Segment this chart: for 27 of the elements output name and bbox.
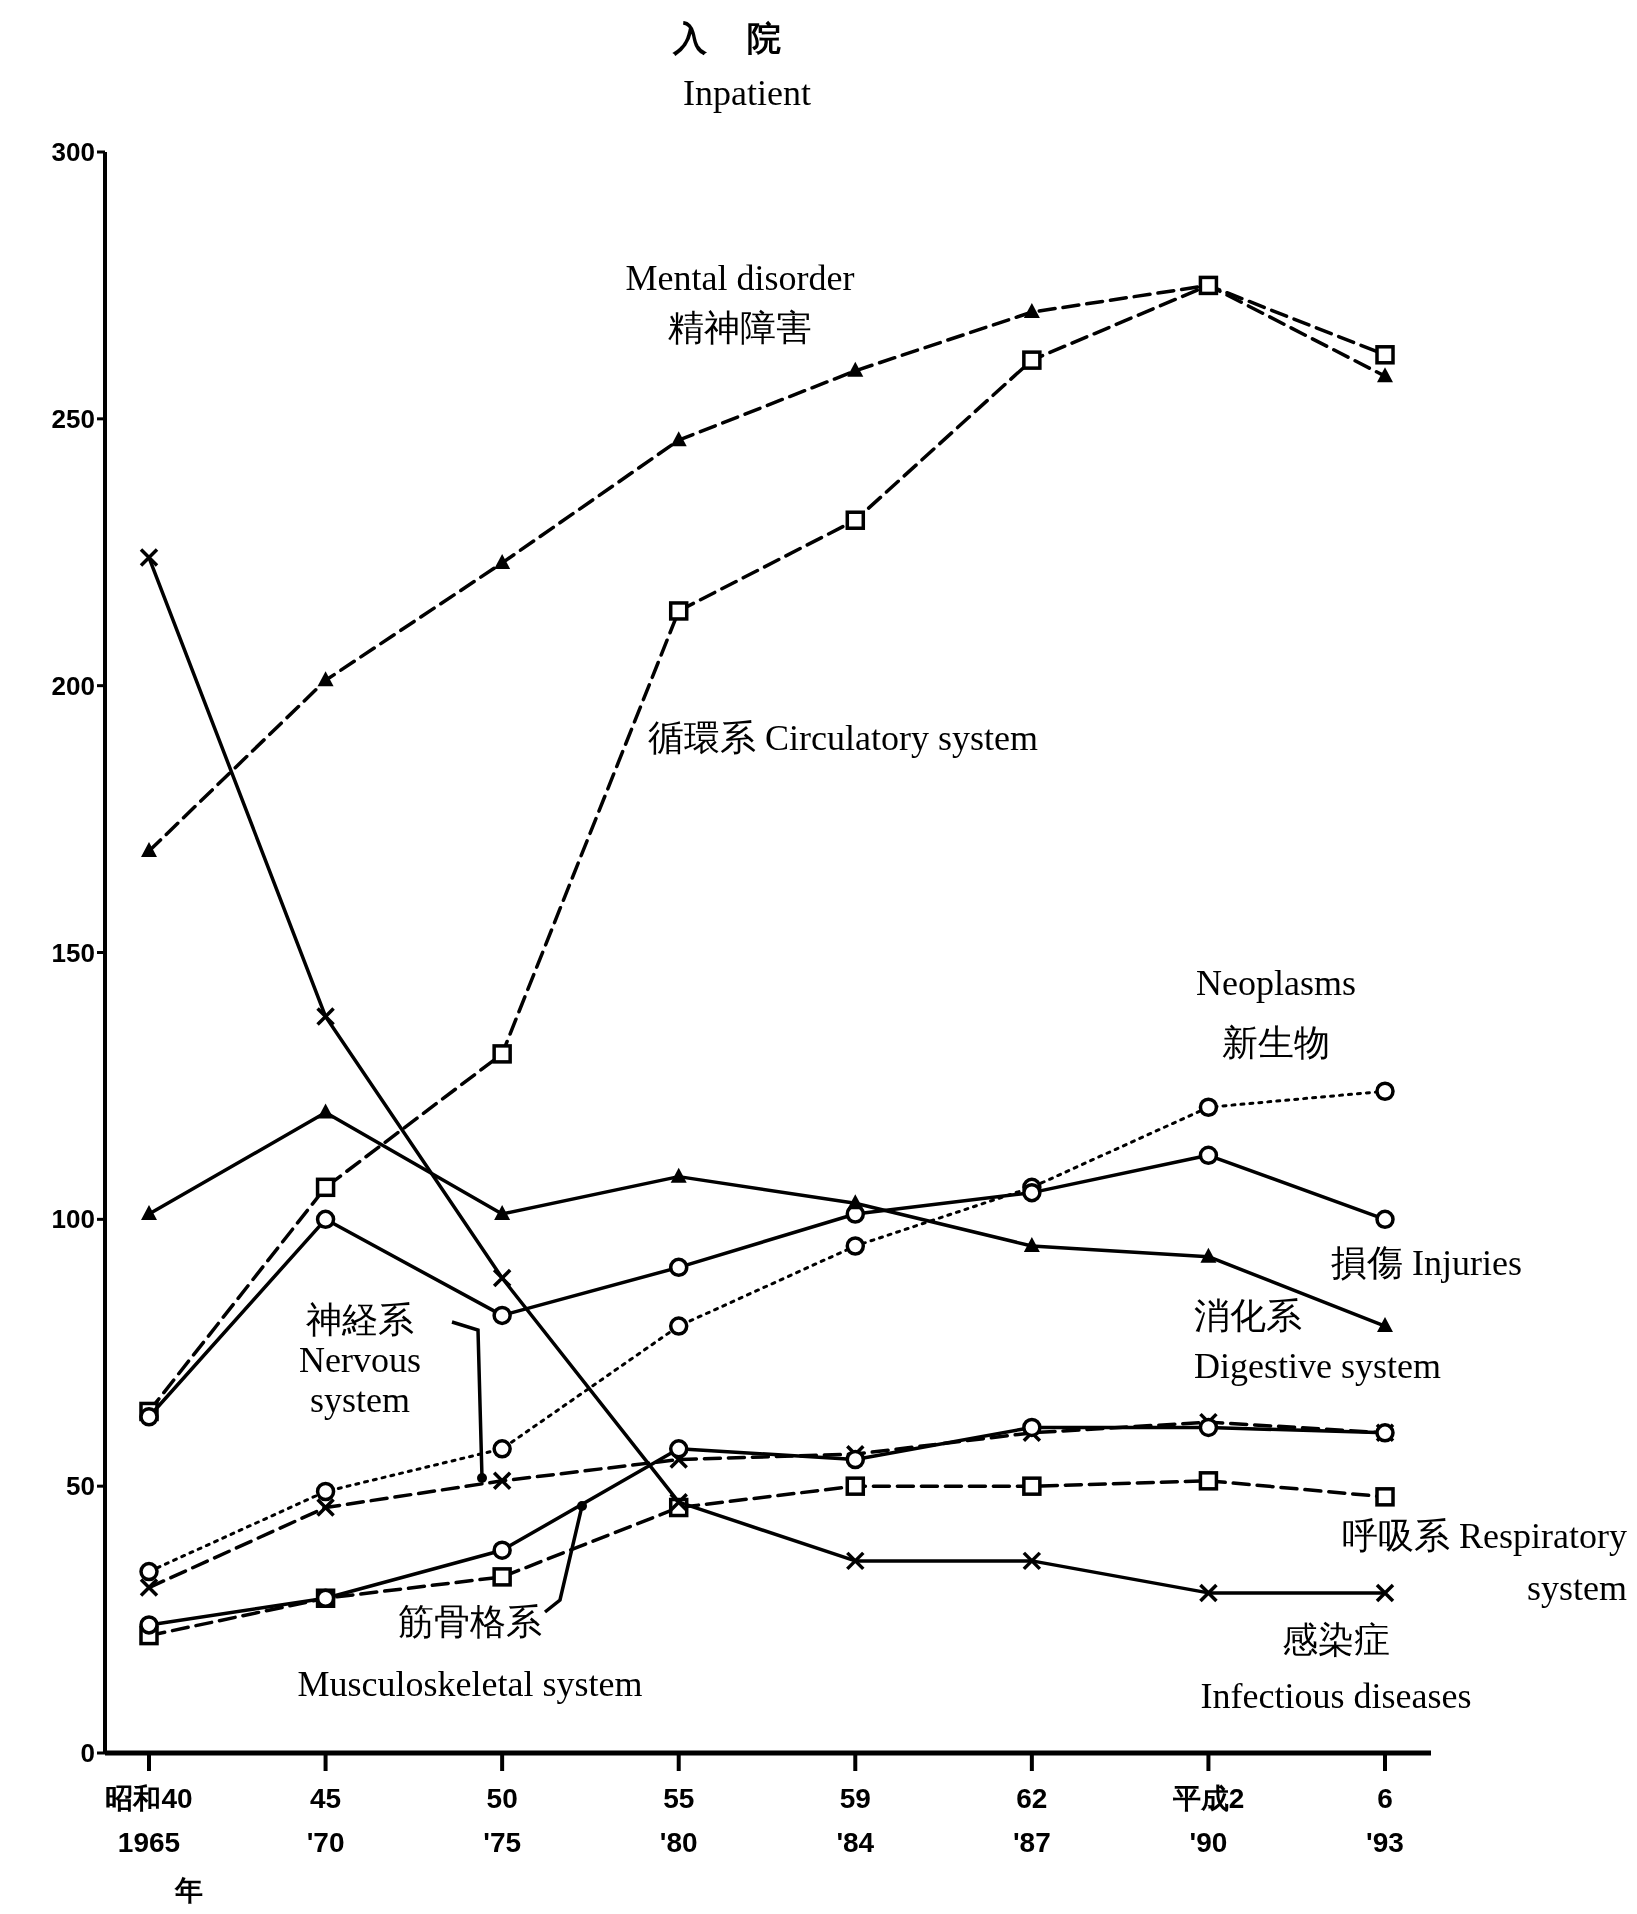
series-label: 損傷 Injuries (1331, 1243, 1522, 1283)
x-tick-label: 6 '93 (1366, 1783, 1404, 1858)
y-tick-label: 0 (80, 1738, 95, 1768)
x-tick-label: 55 '80 (659, 1783, 698, 1858)
series-label: Mental disorder 精神障害 (625, 258, 855, 348)
y-tick-label: 250 (51, 403, 95, 434)
y-tick-label: 50 (66, 1471, 95, 1502)
x-tick-label: 50 '75 (483, 1783, 522, 1858)
series-label: Neoplasms 新生物 (1196, 963, 1356, 1063)
chart-subtitle: Inpatient (683, 73, 811, 113)
x-axis-title: 年 (174, 1875, 203, 1906)
series-label: 筋骨格系 Musculoskeletal system (297, 1602, 643, 1704)
x-tick-label: 昭和40 1965 (105, 1783, 193, 1858)
x-tick-label: 59 '84 (836, 1783, 875, 1858)
y-tick-label: 200 (51, 670, 95, 701)
series-label: 循環系 Circulatory system (648, 718, 1038, 758)
x-tick-label: 平成2 '90 (1171, 1783, 1245, 1858)
y-tick-label: 100 (51, 1204, 95, 1235)
text: 神経系 Nervous system (299, 1300, 421, 1420)
series-label: 消化系 Digestive system (1194, 1296, 1441, 1386)
x-tick-label: 45 '70 (306, 1783, 345, 1858)
series-label: 感染症 Infectious diseases (1200, 1620, 1472, 1716)
y-tick-label: 150 (51, 937, 95, 968)
chart-title: 入院 (672, 20, 821, 57)
series-label: 呼吸系 Respiratory system (1342, 1516, 1627, 1608)
y-tick-label: 300 (51, 137, 95, 167)
x-tick-label: 62 '87 (1012, 1783, 1051, 1858)
